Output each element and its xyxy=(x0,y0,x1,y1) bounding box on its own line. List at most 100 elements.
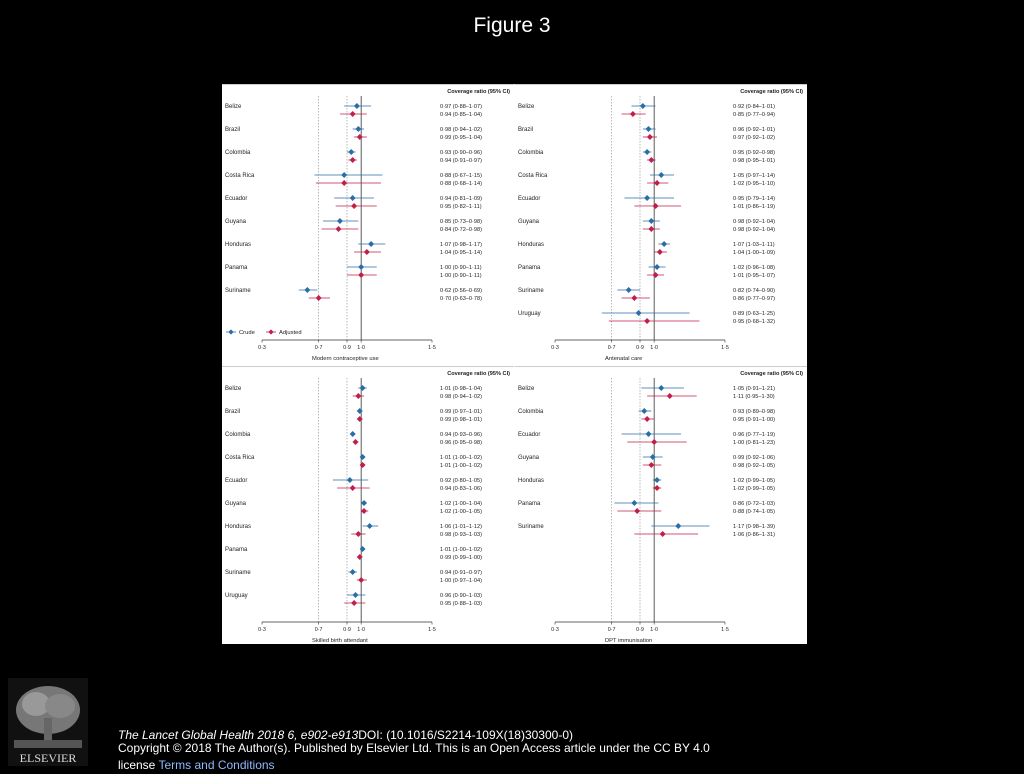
panel-2-row-4-adjusted-point xyxy=(349,485,356,491)
panel-3-row-1-adjusted-point xyxy=(644,416,651,422)
panel-3-row-5-label: Panama xyxy=(518,501,541,507)
panel-2-row-8-crude-text: 0·94 (0·91–0·97) xyxy=(440,570,482,576)
panel-0-row-7-crude-point xyxy=(358,264,365,270)
panel-1-x-tick-label-0: 0·3 xyxy=(551,345,559,351)
panel-1-row-8-crude-text: 0·82 (0·74–0·90) xyxy=(733,288,775,294)
panel-3-row-5-crude-point xyxy=(631,500,638,506)
panel-2-row-8-adjusted-point xyxy=(358,577,365,583)
panel-0-row-2-label: Colombia xyxy=(225,150,251,156)
panel-2-row-7-adjusted-text: 0·99 (0·99–1·00) xyxy=(440,555,482,561)
panel-0-row-7-crude-text: 1·00 (0·90–1·11) xyxy=(440,265,482,271)
panel-1-row-0-adjusted-text: 0·85 (0·77–0·94) xyxy=(733,112,775,118)
panel-2-row-8-adjusted-text: 1·00 (0·97–1·04) xyxy=(440,578,482,584)
panel-1-row-4-label: Ecuador xyxy=(518,196,540,202)
panel-1-row-6-crude-text: 1·07 (1·03–1·11) xyxy=(733,242,775,248)
panel-3-column-header: Coverage ratio (95% CI) xyxy=(740,371,803,377)
panel-2-row-2-adjusted-point xyxy=(352,439,359,445)
panel-3-row-2-label: Ecuador xyxy=(518,432,540,438)
forest-plot-figure: Coverage ratio (95% CI) Belize 0·97 (0·88–… xyxy=(222,84,807,644)
panel-2-x-tick-label-0: 0·3 xyxy=(258,627,266,633)
panel-3-x-axis-label: DPT immunisation xyxy=(605,638,652,644)
panel-2-row-0-adjusted-text: 0·98 (0·94–1·02) xyxy=(440,394,482,400)
panel-1-row-0-adjusted-point xyxy=(629,111,636,117)
panel-0-row-3-adjusted-point xyxy=(341,180,348,186)
panel-2-row-0-adjusted-point xyxy=(355,393,362,399)
panel-2-row-4-crude-point xyxy=(346,477,353,483)
panel-3-row-6-crude-text: 1·17 (0·98–1·39) xyxy=(733,524,775,530)
legend-adjusted-label: Adjusted xyxy=(279,330,302,336)
panel-2-row-0-label: Belize xyxy=(225,386,242,392)
panel-3-row-2-crude-point xyxy=(645,431,652,437)
panel-1-row-7-crude-point xyxy=(654,264,660,270)
panel-2-row-6-adjusted-point xyxy=(355,531,362,537)
panel-3-row-3-adjusted-text: 0·98 (0·92–1·05) xyxy=(733,463,775,469)
panel-0-row-8-adjusted-text: 0·70 (0·63–0·78) xyxy=(440,296,482,302)
citation-doi: DOI: (10.1016/S2214-109X(18)30300-0) xyxy=(358,728,573,742)
panel-0-row-1-crude-point xyxy=(355,126,362,132)
panel-2-row-1-adjusted-text: 0·99 (0·98–1·01) xyxy=(440,417,482,423)
panel-1-row-4-adjusted-text: 1·01 (0·86–1·19) xyxy=(733,204,775,210)
panel-1-row-4-adjusted-point xyxy=(652,203,659,209)
panel-3-row-0-adjusted-text: 1·11 (0·95–1·30) xyxy=(733,394,775,400)
panel-2-row-6-crude-text: 1·06 (1·01–1·12) xyxy=(440,524,482,530)
panel-2-row-5-crude-point xyxy=(361,500,367,506)
panel-1-row-8-adjusted-point xyxy=(631,295,638,301)
panel-0-row-4-adjusted-point xyxy=(351,203,358,209)
citation-journal: The Lancet Global Health xyxy=(118,728,255,742)
panel-1-row-7-label: Panama xyxy=(518,265,541,271)
panel-1-x-tick-label-1: 0·7 xyxy=(608,345,616,351)
panel-0-row-0-adjusted-text: 0·94 (0·85–1·04) xyxy=(440,112,482,118)
panel-3-x-tick-label-0: 0·3 xyxy=(551,627,559,633)
panel-2-row-0-crude-text: 1·01 (0·98–1·04) xyxy=(440,386,482,392)
panel-2-row-9-crude-point xyxy=(352,592,359,598)
terms-and-conditions-link[interactable]: Terms and Conditions xyxy=(158,758,275,772)
panel-2-row-5-label: Guyana xyxy=(225,501,247,507)
panel-3-row-6-label: Suriname xyxy=(518,524,544,530)
panel-2-row-7-adjusted-point xyxy=(356,554,363,560)
panel-3-row-0-crude-text: 1·05 (0·91–1·21) xyxy=(733,386,775,392)
panel-1-row-2-adjusted-text: 0·98 (0·95–1·01) xyxy=(733,158,775,164)
panel-0-row-0-adjusted-point xyxy=(349,111,356,117)
panel-1-x-tick-label-2: 0·9 xyxy=(636,345,644,351)
panel-0-row-6-crude-point xyxy=(368,241,375,247)
panel-1-row-9-crude-text: 0·89 (0·63–1·25) xyxy=(733,311,775,317)
panel-3-row-0-label: Belize xyxy=(518,386,535,392)
panel-2-row-7-crude-point xyxy=(359,546,366,552)
panel-1-row-3-adjusted-point xyxy=(654,180,660,186)
panel-2-x-axis-label: Skilled birth attendant xyxy=(312,638,368,644)
panel-1-row-9-label: Uruguay xyxy=(518,311,541,317)
panel-1-row-5-crude-point xyxy=(648,218,655,224)
panel-3-row-6-crude-point xyxy=(675,523,682,529)
panel-3-row-3-crude-text: 0·99 (0·92–1·06) xyxy=(733,455,775,461)
panel-0-row-1-adjusted-point xyxy=(356,134,363,140)
panel-2-row-4-crude-text: 0·92 (0·80–1·05) xyxy=(440,478,482,484)
panel-1-row-6-crude-point xyxy=(661,241,668,247)
panel-0-row-1-adjusted-text: 0·99 (0·95–1·04) xyxy=(440,135,482,141)
panel-3-x-tick-label-4: 1·5 xyxy=(721,627,729,633)
panel-2-x-tick-label-3: 1·0 xyxy=(357,627,365,633)
panel-1-row-1-crude-point xyxy=(645,126,652,132)
panel-0-row-3-adjusted-text: 0·88 (0·68–1·14) xyxy=(440,181,482,187)
panel-1-row-4-crude-text: 0·95 (0·79–1·14) xyxy=(733,196,775,202)
panel-1-row-3-adjusted-text: 1·02 (0·95–1·10) xyxy=(733,181,775,187)
panel-0-row-1-label: Brazil xyxy=(225,127,240,133)
panel-2-row-3-label: Costa Rica xyxy=(225,455,255,461)
panel-2-x-tick-label-2: 0·9 xyxy=(343,627,351,633)
panel-3-row-2-crude-text: 0·96 (0·77–1·19) xyxy=(733,432,775,438)
panel-0-row-6-adjusted-point xyxy=(363,249,370,255)
forest-plot-canvas: Coverage ratio (95% CI) Belize 0·97 (0·88–… xyxy=(222,84,807,644)
panel-1-x-axis-label: Antenatal care xyxy=(605,356,642,362)
panel-2-row-7-label: Panama xyxy=(225,547,248,553)
panel-1-row-9-adjusted-point xyxy=(644,318,651,324)
elsevier-tree-logo-icon: ELSEVIER xyxy=(8,678,88,766)
panel-1-row-3-crude-text: 1·05 (0·97–1·14) xyxy=(733,173,775,179)
panel-2-row-4-adjusted-text: 0·94 (0·83–1·06) xyxy=(440,486,482,492)
panel-3-row-1-crude-text: 0·93 (0·89–0·98) xyxy=(733,409,775,415)
panel-1-row-2-label: Colombia xyxy=(518,150,544,156)
panel-0-row-7-adjusted-text: 1·00 (0·90–1·11) xyxy=(440,273,482,279)
panel-3-row-4-label: Honduras xyxy=(518,478,544,484)
panel-2-row-3-crude-point xyxy=(359,454,366,460)
panel-2-row-5-adjusted-text: 1·02 (1·00–1·05) xyxy=(440,509,482,515)
panel-2-row-1-crude-point xyxy=(356,408,363,414)
panel-1-column-header: Coverage ratio (95% CI) xyxy=(740,89,803,95)
